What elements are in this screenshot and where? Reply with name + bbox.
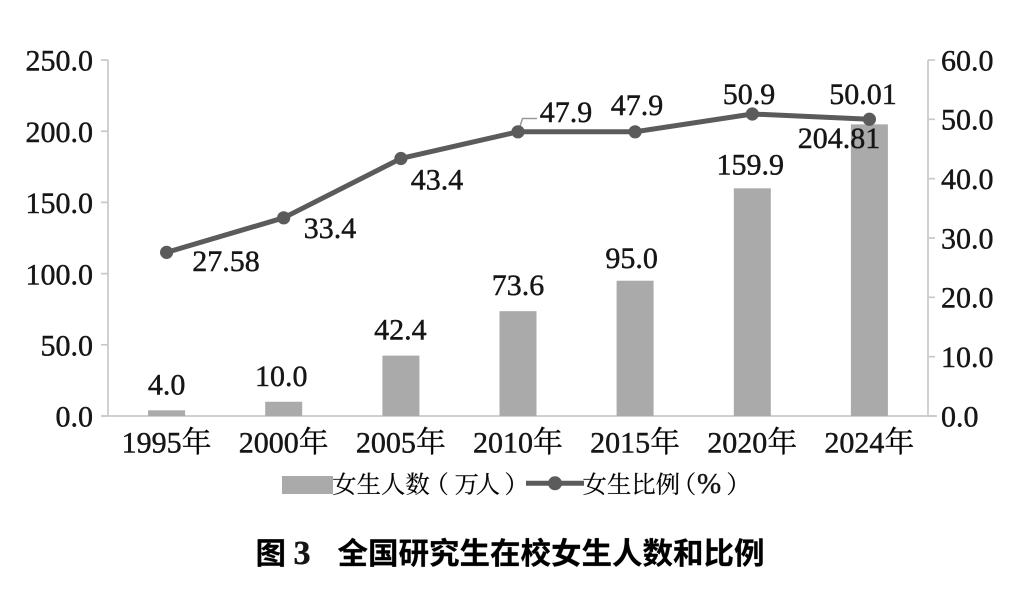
- svg-text:10.0: 10.0: [255, 360, 308, 393]
- svg-text:0.0: 0.0: [941, 400, 979, 433]
- svg-text:2000: 2000: [239, 426, 299, 459]
- svg-text:50.0: 50.0: [941, 104, 994, 137]
- svg-text:73.6: 73.6: [492, 269, 545, 302]
- svg-text:250.0: 250.0: [26, 45, 94, 78]
- svg-text:27.58: 27.58: [192, 245, 260, 278]
- svg-text:50.01: 50.01: [829, 78, 897, 111]
- svg-text:42.4: 42.4: [374, 314, 427, 347]
- svg-text:0.0: 0.0: [56, 401, 94, 434]
- svg-text:2005: 2005: [356, 426, 416, 459]
- svg-text:33.4: 33.4: [304, 212, 357, 245]
- svg-text:159.9: 159.9: [717, 149, 785, 182]
- svg-text:47.9: 47.9: [611, 89, 664, 122]
- svg-text:3: 3: [294, 535, 311, 572]
- svg-text:20.0: 20.0: [941, 282, 994, 315]
- svg-text:2020: 2020: [707, 426, 767, 459]
- svg-text:50.9: 50.9: [723, 78, 776, 111]
- svg-text:60.0: 60.0: [941, 44, 994, 77]
- svg-text:4.0: 4.0: [148, 368, 186, 401]
- svg-text:43.4: 43.4: [411, 164, 464, 197]
- svg-text:2015: 2015: [590, 426, 650, 459]
- svg-text:95.0: 95.0: [605, 242, 658, 275]
- svg-text:200.0: 200.0: [26, 116, 94, 149]
- svg-text:30.0: 30.0: [941, 222, 994, 255]
- svg-text:1995: 1995: [122, 426, 182, 459]
- svg-text:2010: 2010: [473, 426, 533, 459]
- svg-text:2024: 2024: [824, 426, 884, 459]
- svg-text:%: %: [697, 468, 721, 500]
- svg-text:10.0: 10.0: [941, 341, 994, 374]
- svg-text:47.9: 47.9: [540, 96, 593, 129]
- svg-text:100.0: 100.0: [26, 258, 94, 291]
- svg-text:50.0: 50.0: [41, 330, 94, 363]
- svg-text:204.81: 204.81: [798, 122, 881, 155]
- svg-text:40.0: 40.0: [941, 163, 994, 196]
- svg-text:150.0: 150.0: [26, 187, 94, 220]
